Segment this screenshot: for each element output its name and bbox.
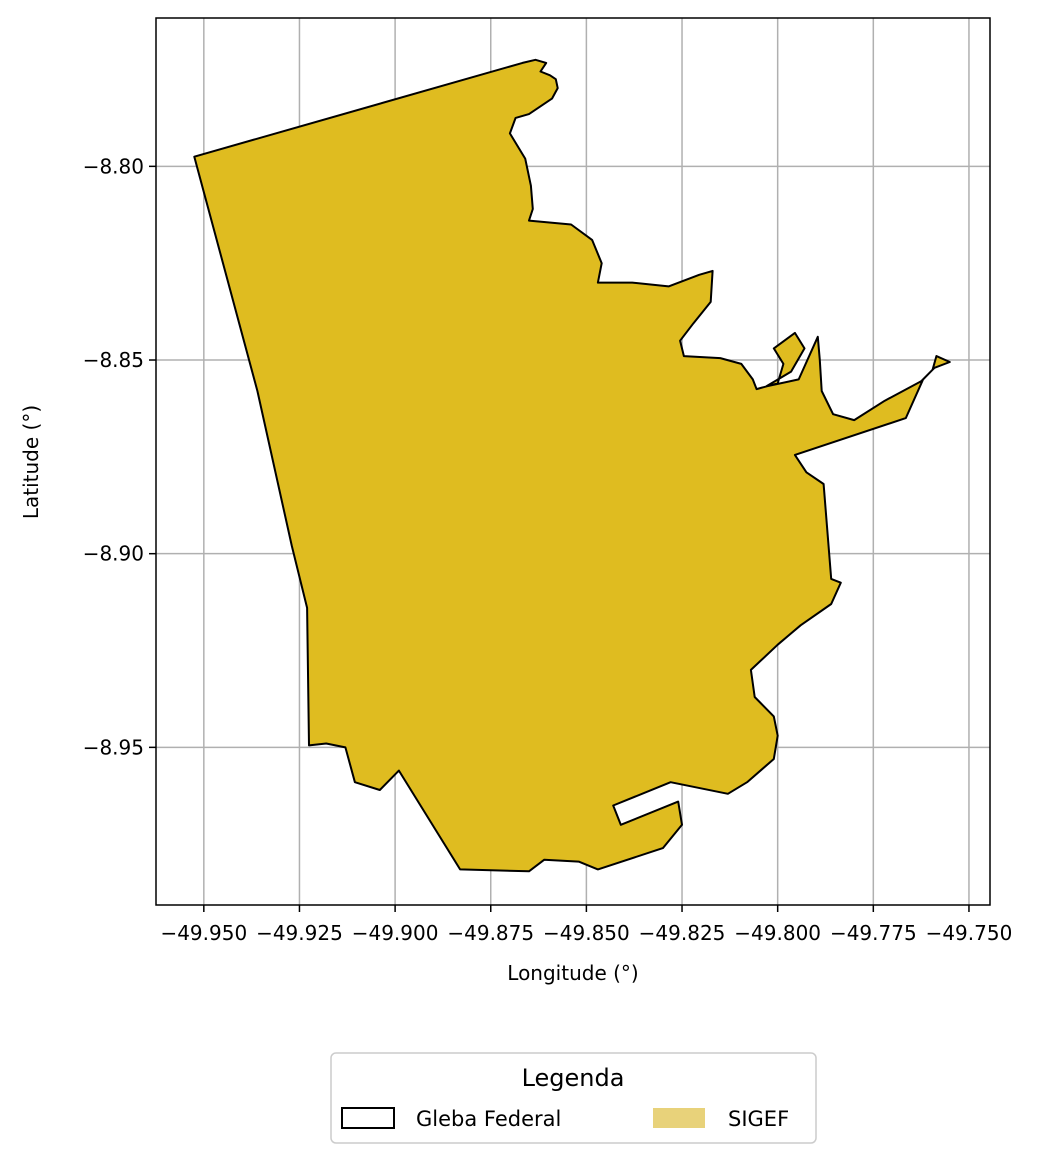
legend-swatch-gleba-federal [341, 1107, 395, 1129]
y-axis-ticks: −8.80 −8.85 −8.90 −8.95 [83, 154, 156, 759]
y-tick-label: −8.95 [83, 735, 144, 759]
sigef-area-polygon [193, 58, 951, 873]
x-tick-label: −49.925 [256, 921, 343, 945]
x-tick-label: −49.900 [352, 921, 439, 945]
x-tick-label: −49.875 [447, 921, 534, 945]
legend-title: Legenda [522, 1064, 625, 1092]
legend-label-gleba-federal: Gleba Federal [416, 1107, 561, 1131]
x-axis-ticks: −49.950 −49.925 −49.900 −49.875 −49.850 −49.8… [160, 905, 1012, 945]
x-tick-label: −49.750 [926, 921, 1013, 945]
plot-frame [155, 17, 991, 906]
y-axis-title: Latitude (°) [19, 405, 43, 519]
x-tick-label: −49.950 [160, 921, 247, 945]
legend-swatch-sigef [653, 1108, 705, 1128]
legend: Legenda Gleba Federal SIGEF [330, 1052, 817, 1144]
x-tick-label: −49.850 [543, 921, 630, 945]
legend-label-sigef: SIGEF [728, 1107, 789, 1131]
y-tick-label: −8.80 [83, 154, 144, 178]
y-tick-label: −8.90 [83, 542, 144, 566]
y-tick-label: −8.85 [83, 348, 144, 372]
x-tick-label: −49.800 [734, 921, 821, 945]
x-axis-title: Longitude (°) [507, 961, 638, 985]
x-tick-label: −49.775 [830, 921, 917, 945]
x-tick-label: −49.825 [639, 921, 726, 945]
